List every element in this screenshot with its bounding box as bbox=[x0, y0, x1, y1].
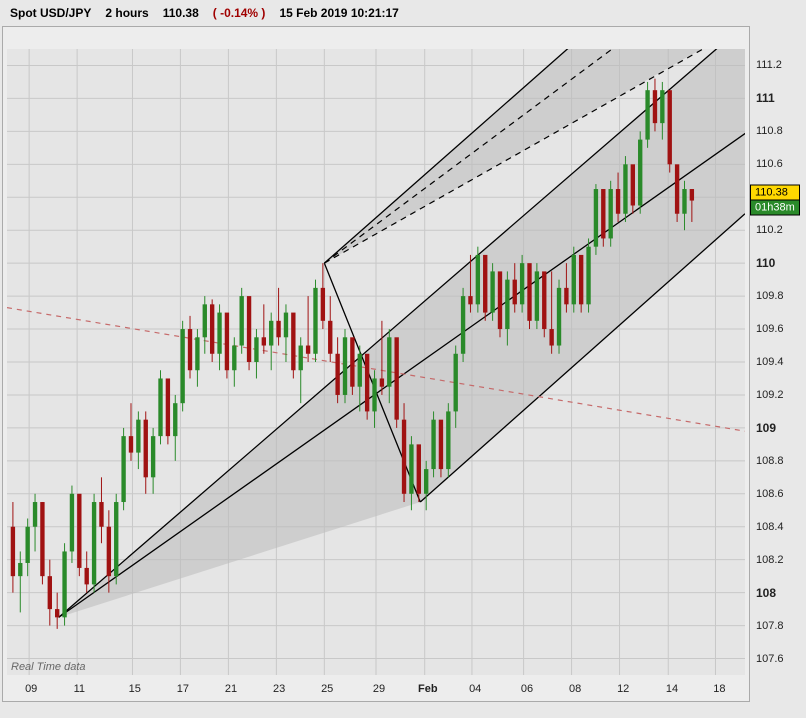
x-tick-label: 29 bbox=[373, 683, 385, 695]
x-tick-label: 06 bbox=[521, 683, 533, 695]
last-price-tag: 110.38 bbox=[750, 185, 800, 201]
chart-header: Spot USD/JPY 2 hours 110.38 ( -0.14% ) 1… bbox=[10, 6, 399, 20]
last-price: 110.38 bbox=[163, 6, 199, 20]
y-tick-label: 108.6 bbox=[756, 488, 784, 500]
x-tick-label: 09 bbox=[25, 683, 37, 695]
y-tick-label: 109.6 bbox=[756, 323, 784, 335]
x-tick-label: 18 bbox=[713, 683, 725, 695]
x-tick-label: 04 bbox=[469, 683, 481, 695]
y-tick-label: 108.4 bbox=[756, 521, 784, 533]
y-tick-label: 109.4 bbox=[756, 356, 784, 368]
y-tick-label: 111 bbox=[756, 91, 775, 105]
y-tick-label: 110.8 bbox=[756, 125, 783, 137]
plot-region[interactable] bbox=[7, 49, 745, 675]
x-tick-label: 11 bbox=[74, 683, 85, 695]
datetime: 15 Feb 2019 10:21:17 bbox=[279, 6, 398, 20]
y-tick-label: 108.2 bbox=[756, 554, 784, 566]
chart-area[interactable]: Price Real Time data 0911151721232529Feb… bbox=[2, 26, 750, 702]
x-tick-label: 17 bbox=[177, 683, 189, 695]
x-tick-label: Feb bbox=[418, 683, 438, 695]
x-tick-label: 23 bbox=[273, 683, 285, 695]
y-tick-label: 109.2 bbox=[756, 389, 784, 401]
interval: 2 hours bbox=[105, 6, 148, 20]
chart-svg bbox=[7, 49, 745, 675]
x-axis: 09 11 15 17 21 23 25 29 Feb 04 06 08 12 14 18 bbox=[5, 679, 753, 699]
y-tick-label: 110 bbox=[756, 256, 775, 270]
y-tick-label: 109 bbox=[756, 421, 776, 435]
x-tick-label: 15 bbox=[129, 683, 141, 695]
y-tick-label: 110.6 bbox=[756, 158, 783, 170]
countdown-tag: 01h38m bbox=[750, 200, 800, 216]
y-tick-label: 110.2 bbox=[756, 224, 783, 236]
symbol: Spot USD/JPY bbox=[10, 6, 91, 20]
y-tick-label: 109.8 bbox=[756, 290, 784, 302]
x-tick-label: 21 bbox=[225, 683, 237, 695]
y-axis: 107.6 107.8 108 108.2 108.4 108.6 108.8 109 109.… bbox=[750, 26, 804, 702]
y-tick-label: 107.8 bbox=[756, 620, 784, 632]
x-tick-label: 12 bbox=[617, 683, 629, 695]
x-tick-label: 25 bbox=[321, 683, 333, 695]
x-tick-label: 14 bbox=[666, 683, 678, 695]
y-tick-label: 107.6 bbox=[756, 653, 784, 665]
realtime-label: Real Time data bbox=[11, 661, 86, 673]
y-tick-label: 108.8 bbox=[756, 455, 784, 467]
x-tick-label: 08 bbox=[569, 683, 581, 695]
pct-change: ( -0.14% ) bbox=[213, 6, 266, 20]
y-tick-label: 108 bbox=[756, 586, 776, 600]
y-tick-label: 111.2 bbox=[756, 59, 782, 71]
